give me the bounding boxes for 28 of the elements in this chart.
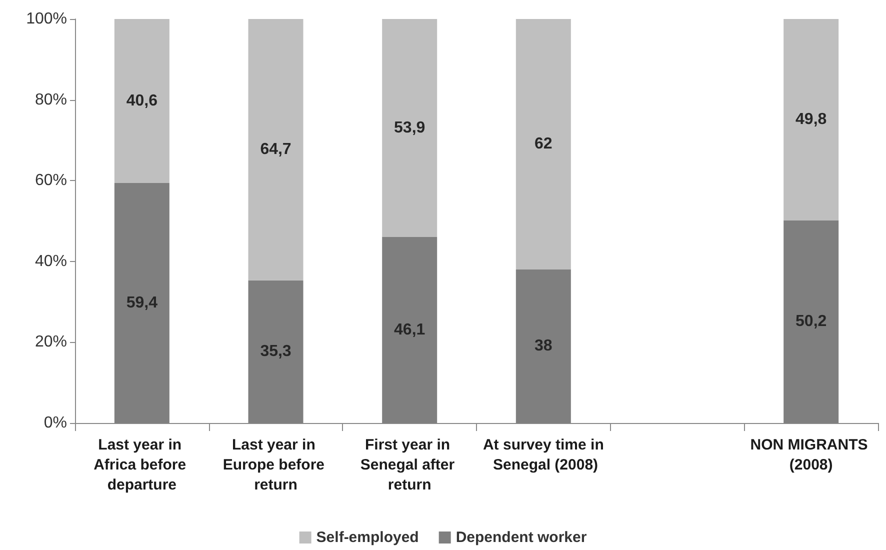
bar — [516, 19, 571, 270]
bar — [382, 19, 438, 237]
bar — [784, 19, 839, 220]
data-label: 49,8 — [796, 111, 827, 128]
data-label: 40,6 — [126, 92, 158, 110]
data-label: 35,3 — [260, 343, 292, 360]
legend-label: Self-employed — [316, 529, 419, 546]
data-label: 50,2 — [796, 313, 827, 330]
y-tick-label: 100% — [26, 10, 67, 28]
x-tick-label: First year in Senegal after return — [360, 436, 459, 494]
x-tick-label: Last year in Europe before return — [222, 436, 329, 494]
data-label: 62 — [534, 136, 552, 153]
y-tick-label: 40% — [34, 252, 67, 270]
data-label: 59,4 — [126, 294, 158, 312]
x-tick-label: Last year in Africa before departure — [94, 436, 190, 494]
y-tick-label: 20% — [34, 334, 67, 351]
y-tick-label: 80% — [34, 91, 67, 108]
x-tick-label: At survey time in Senegal (2008) — [482, 436, 604, 474]
y-tick-label: 60% — [34, 172, 67, 190]
x-tick-label: NON MIGRANTS (2008) — [750, 436, 872, 474]
bar — [114, 19, 170, 184]
y-tick-label: 0% — [44, 414, 67, 432]
legend-label: Dependent worker — [456, 529, 587, 546]
data-label: 64,7 — [260, 141, 292, 158]
data-label: 53,9 — [394, 119, 426, 136]
bar — [248, 19, 304, 280]
data-label: 38 — [534, 338, 552, 355]
data-label: 46,1 — [394, 321, 426, 338]
